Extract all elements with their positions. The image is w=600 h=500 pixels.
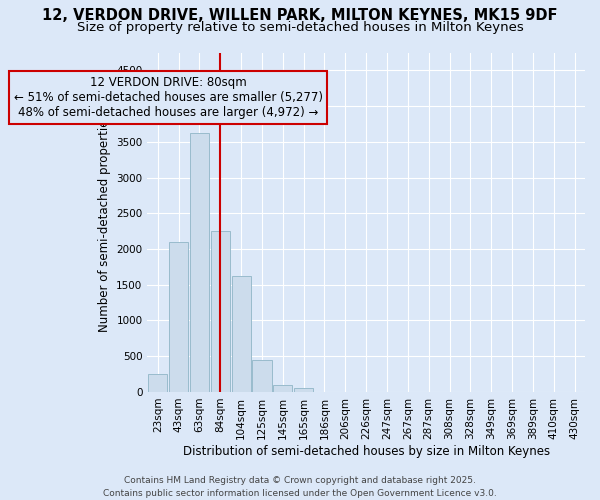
Text: Size of property relative to semi-detached houses in Milton Keynes: Size of property relative to semi-detach… [77,21,523,34]
Bar [211,231,230,392]
Bar [169,242,188,392]
Bar [294,388,313,392]
Bar [148,374,167,392]
Bar [273,385,292,392]
X-axis label: Distribution of semi-detached houses by size in Milton Keynes: Distribution of semi-detached houses by … [182,444,550,458]
Text: 12 VERDON DRIVE: 80sqm
← 51% of semi-detached houses are smaller (5,277)
48% of : 12 VERDON DRIVE: 80sqm ← 51% of semi-det… [14,76,323,119]
Text: 12, VERDON DRIVE, WILLEN PARK, MILTON KEYNES, MK15 9DF: 12, VERDON DRIVE, WILLEN PARK, MILTON KE… [42,8,558,22]
Y-axis label: Number of semi-detached properties: Number of semi-detached properties [98,113,110,332]
Text: Contains HM Land Registry data © Crown copyright and database right 2025.
Contai: Contains HM Land Registry data © Crown c… [103,476,497,498]
Bar [253,360,272,392]
Bar [232,276,251,392]
Bar [190,134,209,392]
